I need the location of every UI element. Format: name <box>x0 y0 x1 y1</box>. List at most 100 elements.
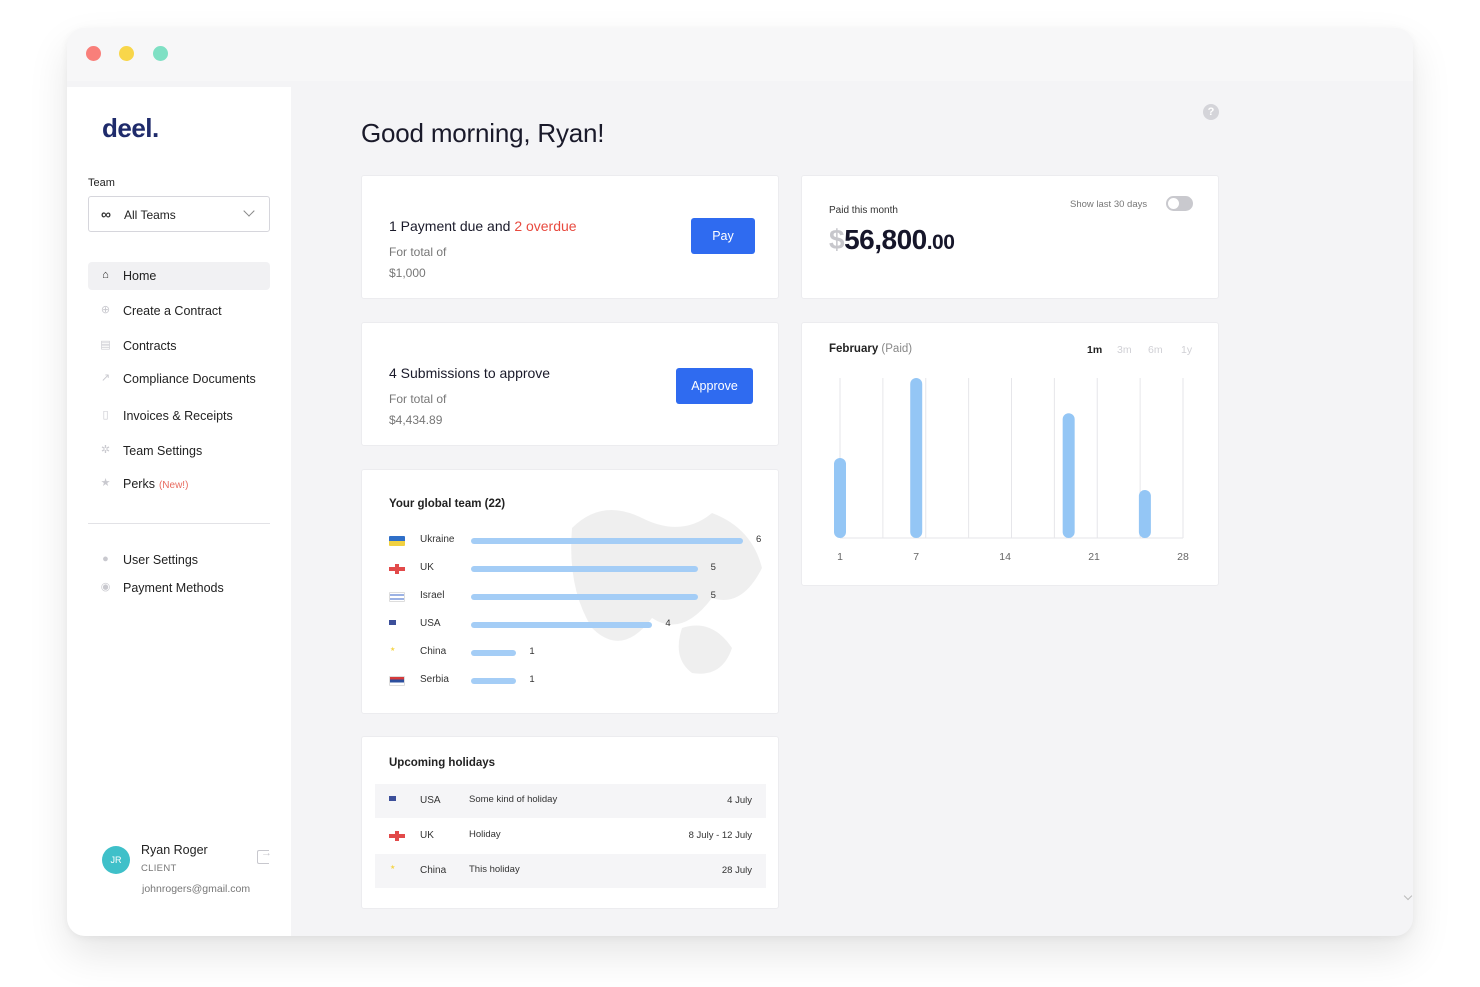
chart-bar[interactable] <box>834 458 846 538</box>
holiday-row[interactable]: USA Some kind of holiday 4 July <box>375 784 766 818</box>
ukraine-flag-icon <box>389 536 405 546</box>
sidebar-item-compliance-documents[interactable]: ↗ Compliance Documents <box>88 365 270 393</box>
sidebar: deel. Team ∞ All Teams ⌂ Home ⊕ Create a… <box>67 87 291 936</box>
infinity-icon: ∞ <box>101 206 111 222</box>
chart-month: February <box>829 343 879 355</box>
team-count: 5 <box>710 562 716 573</box>
sidebar-item-label: Home <box>123 269 157 283</box>
range-6m[interactable]: 6m <box>1148 344 1163 356</box>
team-country: UK <box>420 562 434 573</box>
overdue-text[interactable]: 2 overdue <box>514 218 577 234</box>
chart-bar[interactable] <box>1138 490 1151 538</box>
submissions-title: 4 Submissions to approve <box>389 365 551 381</box>
sidebar-item-create-contract[interactable]: ⊕ Create a Contract <box>88 297 270 325</box>
sidebar-item-label: Invoices & Receipts <box>123 409 233 423</box>
team-count-bar <box>471 650 517 656</box>
chart-bar[interactable] <box>910 378 923 538</box>
user-role: CLIENT <box>141 863 177 874</box>
holiday-country: UK <box>420 830 434 841</box>
sidebar-item-label: Payment Methods <box>123 581 224 595</box>
close-window-button[interactable] <box>86 46 101 61</box>
maximize-window-button[interactable] <box>153 46 168 61</box>
sidebar-item-team-settings[interactable]: ✲ Team Settings <box>88 437 270 465</box>
approve-button[interactable]: Approve <box>676 368 753 404</box>
sidebar-item-label: Contracts <box>123 339 177 353</box>
team-country: Israel <box>420 590 445 601</box>
payment-due-text: 1 Payment due and <box>389 218 515 234</box>
toggle-label: Show last 30 days <box>1070 199 1148 210</box>
avatar[interactable]: JR <box>102 846 130 874</box>
range-3m[interactable]: 3m <box>1117 344 1132 356</box>
payment-total-amount: $1,000 <box>389 266 426 280</box>
team-count-bar <box>471 678 517 684</box>
titlebar <box>67 28 1413 81</box>
x-tick-label: 1 <box>837 551 843 563</box>
submissions-total-amount: $4,434.89 <box>389 413 443 427</box>
holiday-name: This holiday <box>469 864 520 875</box>
pay-button[interactable]: Pay <box>691 218 755 254</box>
pin-icon: ↗ <box>100 372 111 384</box>
team-country: China <box>420 646 447 657</box>
x-tick-label: 21 <box>1088 551 1100 563</box>
minimize-window-button[interactable] <box>119 46 134 61</box>
holiday-name: Some kind of holiday <box>469 794 558 805</box>
chart-bar[interactable] <box>1062 413 1075 538</box>
x-tick-label: 14 <box>999 551 1011 563</box>
global-team-title: Your global team (22) <box>389 498 506 510</box>
sidebar-item-label: Compliance Documents <box>123 372 256 386</box>
sidebar-item-user-settings[interactable]: ● User Settings <box>88 546 270 574</box>
user-email: johnrogers@gmail.com <box>142 883 251 895</box>
holidays-card: Upcoming holidays USA Some kind of holida… <box>361 736 779 909</box>
team-select[interactable]: ∞ All Teams <box>88 196 270 232</box>
user-name: Ryan Roger <box>141 843 208 857</box>
range-1m[interactable]: 1m <box>1087 344 1103 356</box>
chart-title: February (Paid) <box>829 343 912 355</box>
holidays-title: Upcoming holidays <box>389 757 496 769</box>
deel-logo[interactable]: deel. <box>102 113 159 143</box>
range-1y[interactable]: 1y <box>1181 344 1193 356</box>
holiday-country: USA <box>420 795 441 806</box>
holiday-date: 28 July <box>721 865 752 876</box>
team-row-china: China 1 <box>389 645 769 661</box>
sidebar-divider <box>88 523 270 524</box>
bar-chart: 1 7 14 21 28 <box>834 378 1189 563</box>
holiday-country: China <box>420 865 447 876</box>
holiday-name: Holiday <box>469 829 501 840</box>
logout-icon[interactable] <box>257 847 272 864</box>
team-count-bar <box>471 622 653 628</box>
team-count-bar <box>471 594 698 600</box>
team-count-bar <box>471 566 698 572</box>
help-icon[interactable]: ? <box>1203 104 1219 120</box>
global-team-card: Your global team (22) Ukraine 6 UK 5 Israel 5… <box>361 469 779 714</box>
sidebar-item-home[interactable]: ⌂ Home <box>88 262 270 290</box>
team-count: 5 <box>710 590 716 601</box>
holiday-row[interactable]: China This holiday 28 July <box>375 854 766 888</box>
team-count: 1 <box>529 646 535 657</box>
paid-amount: $56,800.00 <box>829 224 955 256</box>
perks-label: Perks <box>123 477 155 491</box>
sidebar-item-payment-methods[interactable]: ◉ Payment Methods <box>88 574 270 602</box>
chart-subtitle: (Paid) <box>881 343 913 355</box>
x-tick-label: 28 <box>1177 551 1189 563</box>
home-icon: ⌂ <box>102 269 109 281</box>
serbia-flag-icon <box>389 676 405 686</box>
holiday-row[interactable]: UK Holiday 8 July - 12 July <box>375 819 766 853</box>
sidebar-item-invoices-receipts[interactable]: ▯ Invoices & Receipts <box>88 402 270 430</box>
team-row-serbia: Serbia 1 <box>389 673 769 689</box>
page-title: Good morning, Ryan! <box>361 118 605 148</box>
sidebar-item-label: Create a Contract <box>123 304 222 318</box>
new-badge: (New!) <box>158 480 189 491</box>
sidebar-item-contracts[interactable]: ▤ Contracts <box>88 332 270 360</box>
show-last-30-days-toggle[interactable] <box>1166 196 1193 211</box>
payment-due-title: 1 Payment due and 2 overdue <box>389 218 577 234</box>
sidebar-item-perks[interactable]: ★ Perks (New!) <box>88 470 270 498</box>
holiday-date: 4 July <box>727 795 752 806</box>
team-country: Serbia <box>420 674 449 685</box>
team-select-value: All Teams <box>124 208 176 222</box>
chevron-down-icon <box>243 205 255 217</box>
paid-amount-value: 56,800 <box>844 224 927 255</box>
payment-total-label: For total of <box>389 245 447 259</box>
document-icon: ▤ <box>100 339 111 351</box>
scroll-down-icon[interactable] <box>1403 891 1413 901</box>
submissions-total-label: For total of <box>389 392 447 406</box>
